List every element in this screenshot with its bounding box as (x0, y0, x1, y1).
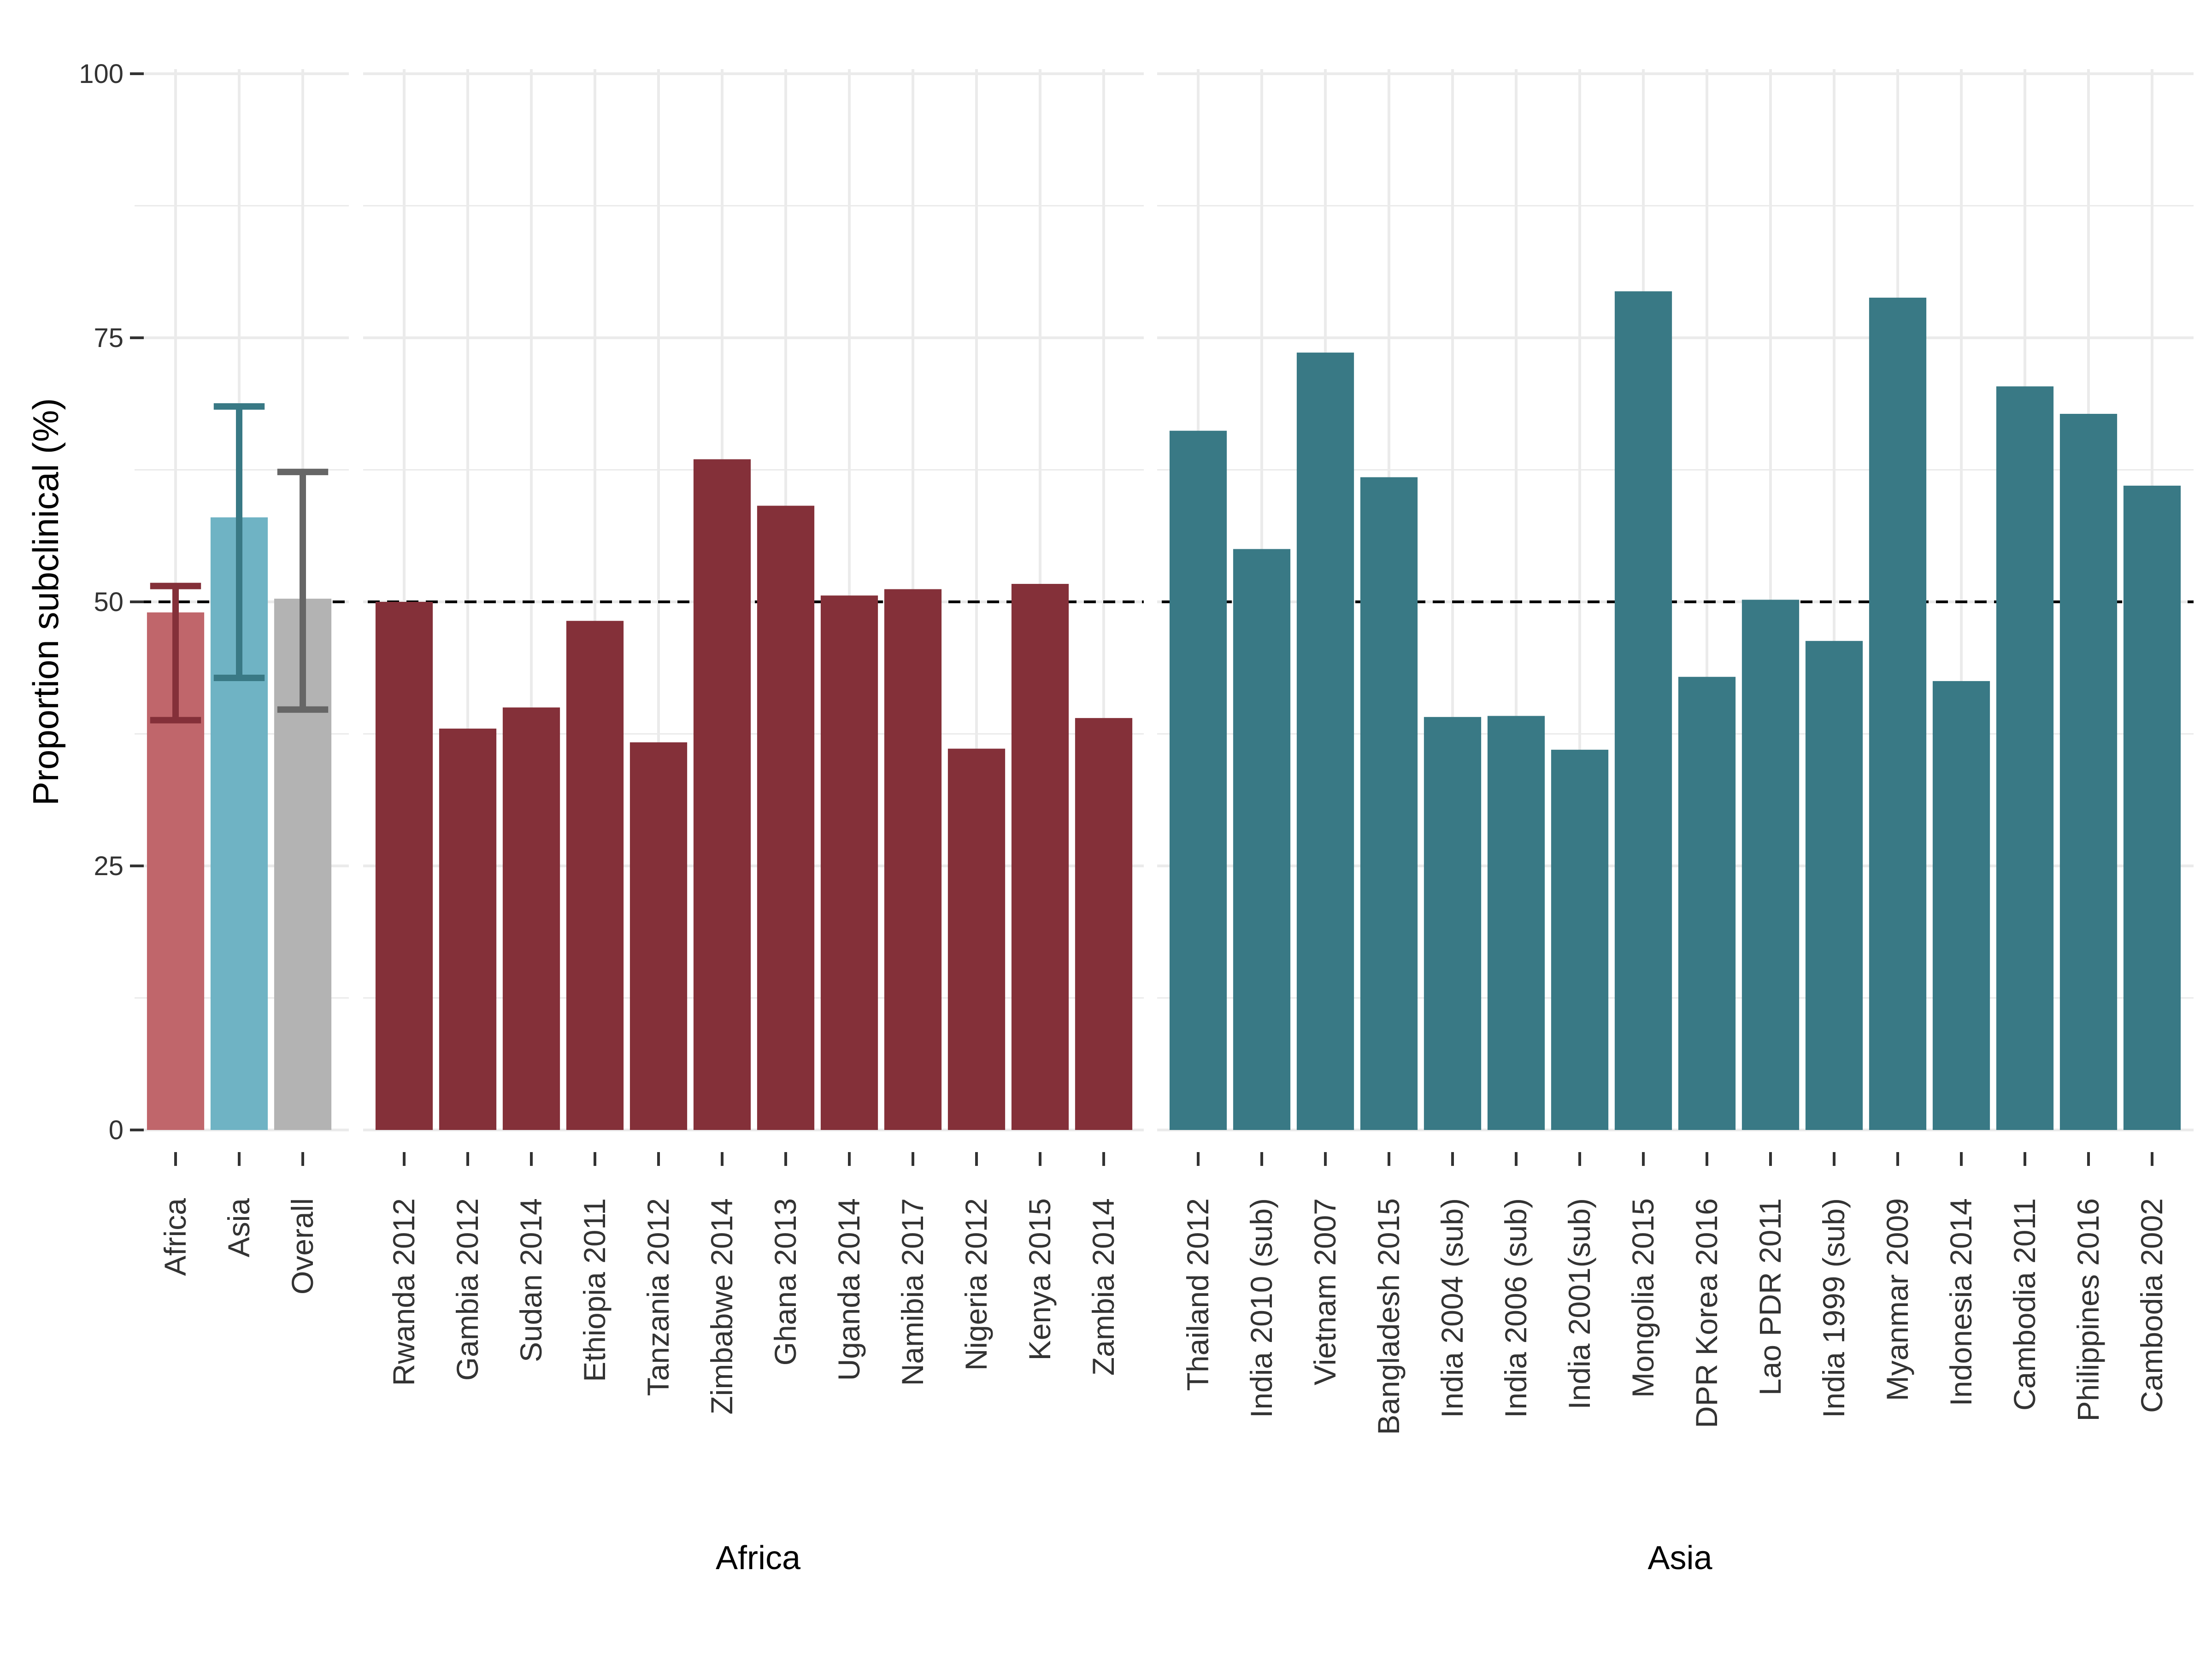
y-tick-label-100: 100 (79, 59, 124, 89)
category-label-namibia-2017: Namibia 2017 (895, 1198, 930, 1386)
category-label-philippines-2016: Philippines 2016 (2071, 1198, 2105, 1421)
category-label-sudan-2014: Sudan 2014 (514, 1198, 548, 1362)
category-label-vietnam-2007: Vietnam 2007 (1308, 1198, 1342, 1385)
bar-india-2004-sub (1424, 717, 1482, 1130)
bar-kenya-2015 (1011, 584, 1069, 1130)
bar-mongolia-2015 (1614, 291, 1672, 1130)
bar-thailand-2012 (1169, 430, 1227, 1130)
category-label-ghana-2013: Ghana 2013 (768, 1198, 802, 1365)
category-label-tanzania-2012: Tanzania 2012 (641, 1198, 675, 1396)
bar-india-2006-sub (1487, 716, 1545, 1130)
category-label-cambodia-2002: Cambodia 2002 (2135, 1198, 2169, 1413)
error-bar-overall (277, 469, 329, 713)
category-label-kenya-2015: Kenya 2015 (1023, 1198, 1057, 1360)
bar-cambodia-2011 (1996, 386, 2054, 1130)
error-bar-asia (213, 403, 265, 682)
bar-namibia-2017 (884, 589, 942, 1130)
bar-zimbabwe-2014 (693, 459, 751, 1130)
bar-indonesia-2014 (1932, 681, 1990, 1130)
bar-ethiopia-2011 (566, 621, 624, 1130)
bar-ghana-2013 (757, 506, 815, 1130)
category-label-rwanda-2012: Rwanda 2012 (387, 1198, 421, 1386)
panel-label-africa: Africa (716, 1540, 801, 1577)
bar-bangladesh-2015 (1360, 477, 1418, 1130)
bar-myanmar-2009 (1869, 297, 1927, 1130)
y-tick-label-25: 25 (94, 851, 124, 881)
bar-sudan-2014 (502, 707, 560, 1130)
bar-vietnam-2007 (1296, 353, 1354, 1130)
category-label-indonesia-2014: Indonesia 2014 (1944, 1198, 1978, 1406)
y-tick-label-0: 0 (109, 1115, 124, 1145)
category-label-nigeria-2012: Nigeria 2012 (959, 1198, 993, 1371)
category-label-lao-pdr-2011: Lao PDR 2011 (1753, 1198, 1787, 1395)
category-label-zambia-2014: Zambia 2014 (1086, 1198, 1120, 1376)
category-label-cambodia-2011: Cambodia 2011 (2007, 1198, 2041, 1411)
category-label-thailand-2012: Thailand 2012 (1181, 1198, 1215, 1391)
category-label-mongolia-2015: Mongolia 2015 (1626, 1198, 1660, 1398)
bar-lao-pdr-2011 (1741, 600, 1800, 1130)
category-label-zimbabwe-2014: Zimbabwe 2014 (705, 1198, 739, 1415)
bar-dpr-korea-2016 (1678, 677, 1736, 1130)
category-label-uganda-2014: Uganda 2014 (832, 1198, 866, 1381)
bar-philippines-2016 (2059, 414, 2118, 1130)
error-bars (150, 403, 329, 724)
y-axis-title: Proportion subclinical (%) (25, 398, 66, 806)
category-label-bangladesh-2015: Bangladesh 2015 (1371, 1198, 1406, 1435)
bars (147, 291, 2181, 1130)
bar-cambodia-2002 (2123, 485, 2181, 1130)
category-label-india-1999-sub: India 1999 (sub) (1817, 1198, 1851, 1418)
category-labels: Africa Asia Overall Rwanda 2012 Gambia 2012 S… (158, 1198, 2169, 1577)
y-tick-label-50: 50 (94, 587, 124, 617)
category-label-myanmar-2009: Myanmar 2009 (1880, 1198, 1914, 1401)
bar-india-2010-sub (1233, 549, 1291, 1130)
bar-india-2001-sub (1551, 749, 1609, 1130)
category-label-africa: Africa (158, 1198, 192, 1276)
category-label-gambia-2012: Gambia 2012 (450, 1198, 484, 1381)
bar-uganda-2014 (820, 595, 878, 1130)
bar-rwanda-2012 (375, 602, 433, 1130)
bar-tanzania-2012 (629, 742, 688, 1130)
bar-india-1999-sub (1805, 641, 1863, 1130)
category-label-overall: Overall (285, 1198, 319, 1294)
category-label-india-2004-sub: India 2004 (sub) (1435, 1198, 1469, 1418)
category-label-india-2001-sub: India 2001(sub) (1562, 1198, 1596, 1410)
category-label-dpr-korea-2016: DPR Korea 2016 (1689, 1198, 1724, 1428)
bar-gambia-2012 (439, 729, 497, 1130)
category-label-india-2010-sub: India 2010 (sub) (1244, 1198, 1278, 1418)
error-bar-africa (150, 582, 201, 724)
panel-label-asia: Asia (1647, 1540, 1712, 1577)
category-label-india-2006-sub: India 2006 (sub) (1499, 1198, 1533, 1418)
category-label-asia: Asia (222, 1198, 256, 1258)
y-axis: 0 25 50 75 100 (79, 59, 2153, 1166)
category-label-ethiopia-2011: Ethiopia 2011 (577, 1198, 612, 1382)
y-tick-label-75: 75 (94, 323, 124, 353)
bar-nigeria-2012 (947, 748, 1006, 1130)
bar-zambia-2014 (1075, 718, 1133, 1130)
